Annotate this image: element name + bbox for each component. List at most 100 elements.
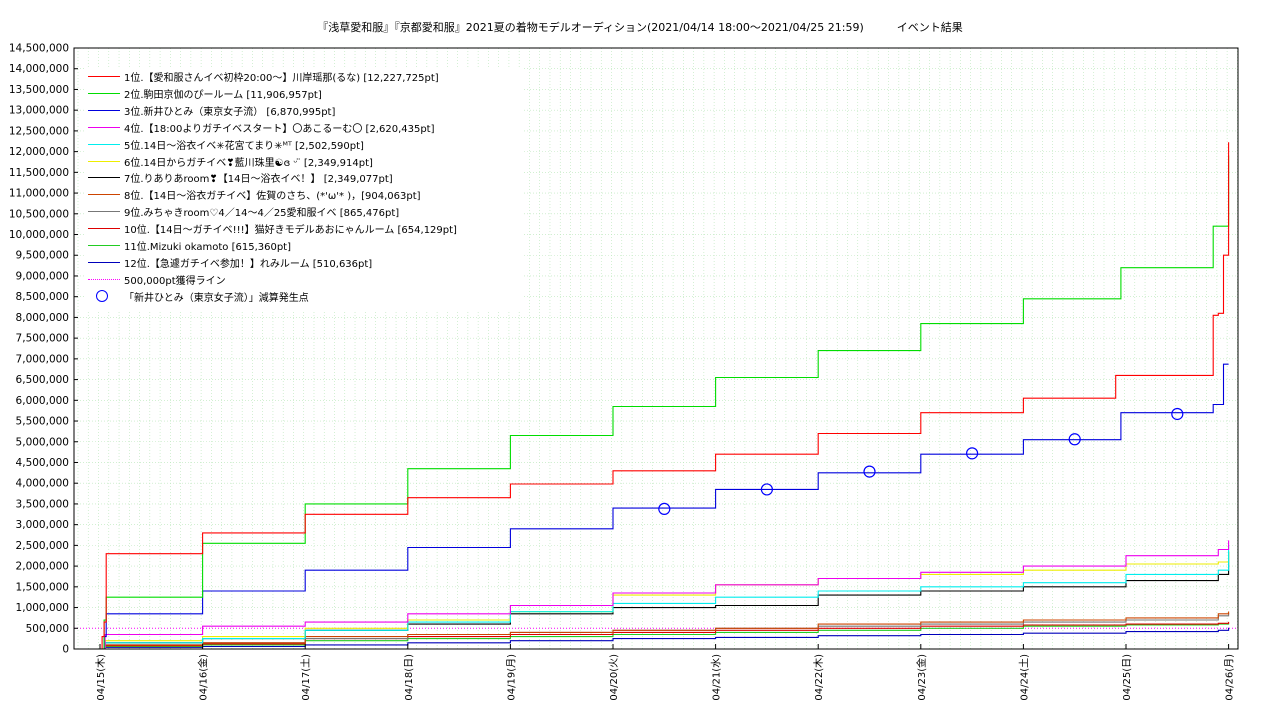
legend-swatch [88,126,120,128]
x-tick-label: 04/23(金) [915,654,928,701]
series-line-12 [100,627,1230,650]
x-tick-label: 04/22(木) [813,654,825,701]
legend-item: 8位.【14日〜浴衣ガチイベ】佐賀のさち、(*'ω'* )，[904,063pt… [84,186,524,202]
legend-label: 1位.【愛和服さんイベ初枠20:00〜】川岸瑶那(るな) [12,227,725… [124,73,439,84]
chart-title: 『浅草愛和服』『京都愛和服』2021夏の着物モデルオーディション(2021/04… [317,21,963,34]
x-tick-label: 04/20(火) [608,654,620,701]
series-line-10 [100,621,1230,650]
y-tick-label: 6,000,000 [16,395,69,407]
legend-item: 2位.駒田京伽のぴールーム [11,906,957pt] [84,85,524,101]
series-line-3 [100,363,1229,650]
y-tick-label: 5,000,000 [16,436,69,448]
y-tick-label: 8,500,000 [16,291,69,303]
y-tick-label: 5,500,000 [16,416,69,428]
legend-item: 500,000pt獲得ライン [84,271,524,287]
y-tick-label: 13,000,000 [9,105,69,117]
legend: 1位.【愛和服さんイベ初枠20:00〜】川岸瑶那(るな) [12,227,725… [84,68,524,312]
legend-item: 10位.【14日〜ガチイベ!!!】猫好きモデルあおにゃんルーム [654,129… [84,220,524,236]
y-tick-label: 1,000,000 [16,602,69,614]
x-tick-label: 04/25(日) [1122,654,1133,701]
y-tick-label: 9,500,000 [16,250,69,262]
legend-swatch [88,143,120,145]
decrement-marker [760,483,774,496]
y-tick-label: 4,500,000 [16,457,69,469]
y-tick-label: 3,000,000 [16,519,69,531]
legend-label: 5位.14日〜浴衣イベ✳︎花宮てまり✳︎ᴹᵀ [2,502,590pt] [124,140,364,152]
grid [74,47,1238,650]
y-tick-label: 14,000,000 [9,63,69,75]
decrement-marker [965,447,979,460]
legend-item: 11位.Mizuki okamoto [615,360pt] [84,237,524,253]
legend-swatch [88,245,120,246]
legend-item: 6位.14日からガチイベ❣藍川珠里☯︎ɞ ᵕ ̈ [2,349,914pt] [84,153,524,169]
legend-swatch [88,228,120,230]
y-tick-label: 3,500,000 [16,498,69,510]
legend-label: 3位.新井ひとみ（東京女子流） [6,870,995pt] [124,106,336,118]
legend-label: 2位.駒田京伽のぴールーム [11,906,957pt] [124,89,322,101]
y-tick-label: 0 [62,644,69,656]
y-tick-label: 12,000,000 [9,146,69,158]
legend-swatch [88,177,120,179]
y-tick-label: 8,000,000 [16,312,69,324]
legend-swatch [88,194,120,196]
y-tick-label: 500,000 [26,623,69,635]
series-line-2 [100,155,1230,650]
y-tick-label: 14,500,000 [9,43,69,55]
decrement-marker [863,465,876,478]
y-tick-label: 4,000,000 [16,478,69,490]
legend-swatch [88,211,120,213]
series-line-5 [100,545,1230,650]
y-tick-label: 2,500,000 [16,540,69,552]
x-tick-label: 04/18(日) [404,654,415,701]
series-layer [100,142,1230,650]
x-tick-label: 04/21(水) [711,654,723,701]
legend-label: 10位.【14日〜ガチイベ!!!】猫好きモデルあおにゃんルーム [654,129… [124,225,457,237]
y-tick-label: 2,000,000 [16,561,69,573]
legend-item: 「新井ひとみ（東京女子流）」減算発生点 [84,288,524,304]
y-tick-label: 13,500,000 [9,84,69,96]
y-tick-label: 10,000,000 [9,229,69,241]
legend-swatch [88,160,120,162]
y-tick-label: 6,500,000 [16,374,69,386]
legend-item: 3位.新井ひとみ（東京女子流） [6,870,995pt] [84,102,524,118]
legend-label: 500,000pt獲得ライン [124,275,226,287]
legend-swatch [88,261,120,263]
x-tick-label: 04/26(月) [1224,654,1236,701]
circle-marker-icon [96,289,108,302]
series-line-8 [100,611,1230,650]
series-line-1 [100,142,1230,650]
series-line-4 [100,540,1230,650]
y-tick-label: 9,000,000 [16,270,69,282]
plot-frame [73,47,1239,650]
y-tick-label: 11,500,000 [9,167,69,179]
legend-label: 11位.Mizuki okamoto [615,360pt] [124,242,292,253]
legend-swatch [88,92,120,94]
legend-swatch [88,109,120,111]
legend-swatch [88,278,120,280]
legend-label: 「新井ひとみ（東京女子流）」減算発生点 [124,292,309,304]
marker-layer [658,407,1184,516]
y-tick-label: 12,500,000 [9,125,69,137]
legend-label: 9位.みちゃきroom♡4／14〜4／25愛和服イベ [865,476pt] [124,208,400,220]
legend-label: 12位.【急遽ガチイベ参加！】れみルーム [510,636pt] [124,258,373,270]
legend-item: 7位.りありあroom❣【14日〜浴衣イベ！】 [2,349,077pt] [84,169,524,185]
y-tick-label: 11,000,000 [9,188,69,200]
decrement-marker [1171,407,1184,421]
legend-label: 7位.りありあroom❣【14日〜浴衣イベ！】 [2,349,077pt] [124,174,393,186]
legend-item: 4位.【18:00よりガチイベスタート】〇あこるーむ〇 [2,620,435pt… [84,119,524,135]
legend-item: 5位.14日〜浴衣イベ✳︎花宮てまり✳︎ᴹᵀ [2,502,590pt] [84,136,524,152]
decrement-marker [1068,433,1081,446]
legend-label: 8位.【14日〜浴衣ガチイベ】佐賀のさち、(*'ω'* )，[904,063pt… [124,191,421,203]
y-tick-label: 10,500,000 [9,208,69,220]
x-tick-label: 04/16(金) [197,654,210,701]
x-tick-label: 04/15(木) [95,654,107,701]
legend-label: 4位.【18:00よりガチイベスタート】〇あこるーむ〇 [2,620,435pt… [124,123,435,135]
y-tick-label: 7,500,000 [16,333,69,345]
x-tick-label: 04/24(土) [1017,654,1030,701]
legend-label: 6位.14日からガチイベ❣藍川珠里☯︎ɞ ᵕ ̈ [2,349,914pt] [124,157,373,169]
legend-item: 12位.【急遽ガチイベ参加！】れみルーム [510,636pt] [84,254,524,270]
decrement-marker [658,502,671,516]
legend-swatch [88,76,120,77]
legend-item: 1位.【愛和服さんイベ初枠20:00〜】川岸瑶那(るな) [12,227,725… [84,68,524,84]
